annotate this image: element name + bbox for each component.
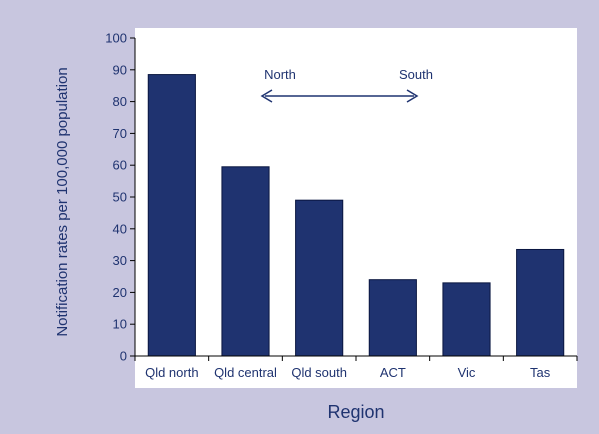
x-tick-label: Qld north (145, 365, 198, 380)
y-tick-label: 30 (113, 253, 127, 268)
bar-vic (442, 282, 491, 357)
bar-qld-north (147, 74, 196, 357)
y-tick-label: 100 (105, 31, 127, 46)
y-ticks-group: 0 10 20 30 40 50 60 70 80 90 100 (105, 31, 135, 364)
y-tick-label: 60 (113, 158, 127, 173)
north-south-annotation: North South (260, 67, 433, 103)
x-tick-label: Tas (530, 365, 551, 380)
arrow-right-head-icon (406, 89, 419, 103)
plot-area (135, 28, 577, 388)
annotation-south-label: South (399, 67, 433, 82)
bar-act (368, 279, 417, 357)
arrow-left-head-icon (260, 89, 273, 103)
x-axis-title: Region (327, 402, 384, 422)
y-tick-label: 80 (113, 94, 127, 109)
x-tick-label: Qld south (291, 365, 347, 380)
bars-group (147, 74, 565, 357)
x-tick-label: Qld central (214, 365, 277, 380)
y-axis-title: Notification rates per 100,000 populatio… (54, 67, 71, 336)
y-tick-label: 10 (113, 317, 127, 332)
x-tick-label: Vic (458, 365, 476, 380)
y-tick-label: 0 (120, 349, 127, 364)
y-tick-label: 40 (113, 221, 127, 236)
annotation-north-label: North (264, 67, 296, 82)
bar-qld-central (221, 166, 270, 357)
y-tick-label: 50 (113, 190, 127, 205)
y-tick-label: 90 (113, 62, 127, 77)
y-tick-label: 20 (113, 285, 127, 300)
bar-tas (516, 248, 565, 357)
x-tick-label: ACT (380, 365, 406, 380)
bar-qld-south (295, 199, 344, 357)
x-ticks-group: Qld north Qld central Qld south ACT Vic Tas (134, 356, 578, 380)
y-tick-label: 70 (113, 126, 127, 141)
